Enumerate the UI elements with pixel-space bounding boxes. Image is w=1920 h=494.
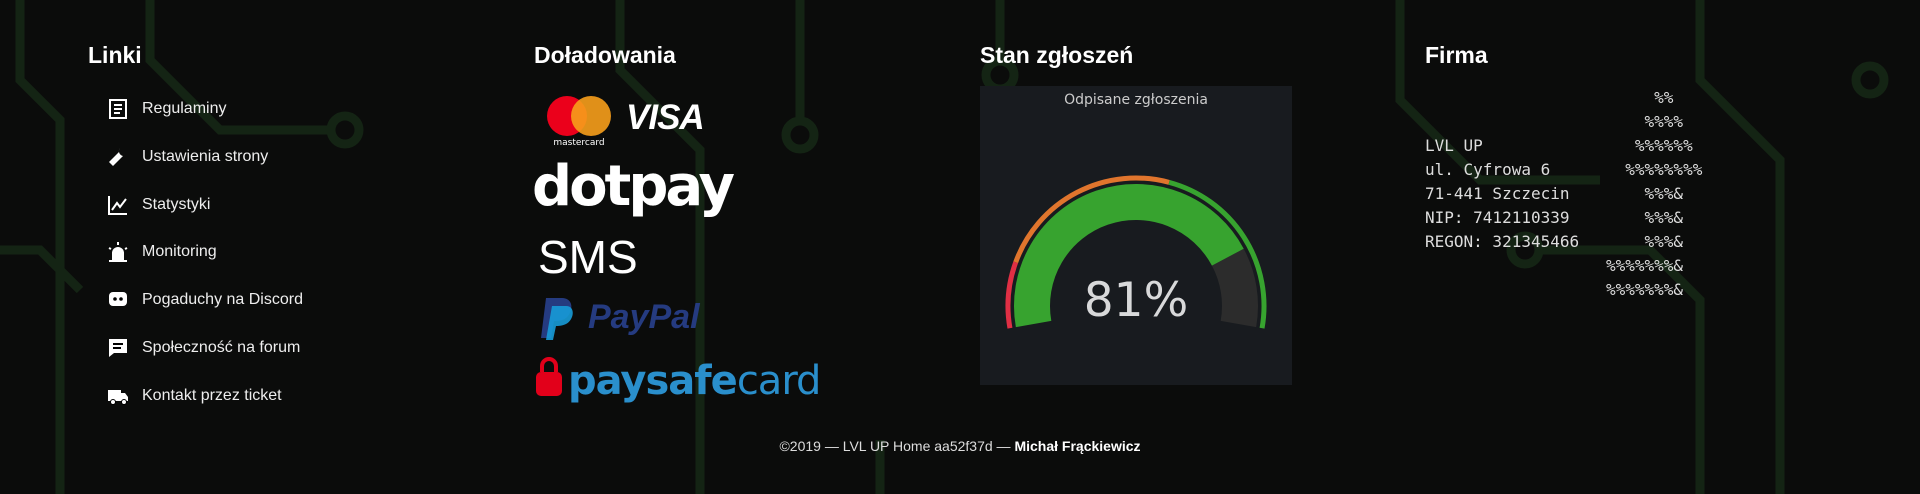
art-line: %%%& [1606,208,1684,227]
link-item[interactable]: Regulaminy [106,94,226,124]
footer-author[interactable]: Michał Frąckiewicz [1014,438,1141,454]
gauge-label: 81% [1084,273,1188,328]
link-icon [109,292,127,307]
gauge-threshold [1013,175,1170,264]
payments-title: Doładowania [534,42,676,68]
link-item[interactable]: Ustawienia strony [106,142,268,172]
dotpay-logo: dotpay [532,154,735,219]
art-line: %%%% [1606,112,1684,131]
gauge-threshold [1005,261,1019,329]
gauge-track [1211,248,1258,328]
link-item[interactable]: Monitoring [106,237,217,267]
ascii-art: %% %%%% %%%%%% %%%%%%%% %%%& %%%& %%%&%%… [1606,86,1702,302]
link-text[interactable]: Społeczność na forum [142,339,301,356]
art-line: %% [1606,88,1674,107]
art-line: %%%%%%%% [1606,160,1703,179]
paysafe-lock [536,357,562,396]
company-info: LVL UP ul. Cyfrowa 6 71-441 Szczecin NIP: 7… [1425,134,1579,254]
art-line: %%%%%% [1606,136,1693,155]
gauge-title: Odpisane zgłoszenia [1064,92,1208,108]
link-text[interactable]: Pogaduchy na Discord [142,291,303,309]
art-line: %%%%%%%& [1606,280,1684,299]
gauge-panel: Odpisane zgłoszenia 81% [980,86,1292,385]
link-item[interactable]: Społeczność na forum [106,333,300,363]
art-line: %%%& [1606,232,1684,251]
company-line: ul. Cyfrowa 6 [1425,160,1551,179]
company-title: Firma [1425,42,1488,68]
status-title: Stan zgłoszeń [980,42,1134,68]
link-item[interactable]: Kontakt przez ticket [106,381,282,411]
company-line: LVL UP [1425,136,1483,155]
paysafe-text: paysafe [568,358,738,404]
footer: ©2019 — LVL UP Home aa52f37d — Michał Fr… [0,438,1920,454]
link-item[interactable]: Pogaduchy na Discord [106,285,303,315]
link-icon [108,389,128,405]
link-icon [108,195,127,215]
paysafecard-logo: paysafecard [568,358,822,404]
paypal-icon [541,298,573,340]
gauge-threshold [1168,179,1267,329]
link-icon [109,147,123,166]
gauge-value-arc [1014,184,1244,328]
link-icon [108,242,128,263]
link-icon [109,99,127,119]
company-line: REGON: 321345466 [1425,232,1580,251]
art-line: %%%& [1606,184,1684,203]
art-line: %%%%%%%& [1606,256,1684,275]
link-text[interactable]: Ustawienia strony [142,147,269,165]
link-icon [109,339,127,357]
paypal-text: PayPal [588,298,700,336]
company-line: NIP: 7412110339 [1425,208,1570,227]
card-text: card [736,358,822,404]
links-title: Linki [88,42,142,68]
link-text[interactable]: Kontakt przez ticket [142,386,282,404]
sms-text: SMS [538,231,638,283]
mastercard-logo: mastercard [547,96,611,148]
footer-text: ©2019 — LVL UP Home aa52f37d — [779,438,1015,454]
link-text[interactable]: Regulaminy [142,100,227,117]
mastercard-text: mastercard [553,138,604,148]
link-item[interactable]: Statystyki [106,190,210,220]
company-line: 71-441 Szczecin [1425,184,1570,203]
link-text[interactable]: Monitoring [142,243,217,261]
visa-logo: VISA [626,98,705,137]
link-text[interactable]: Statystyki [142,195,211,213]
